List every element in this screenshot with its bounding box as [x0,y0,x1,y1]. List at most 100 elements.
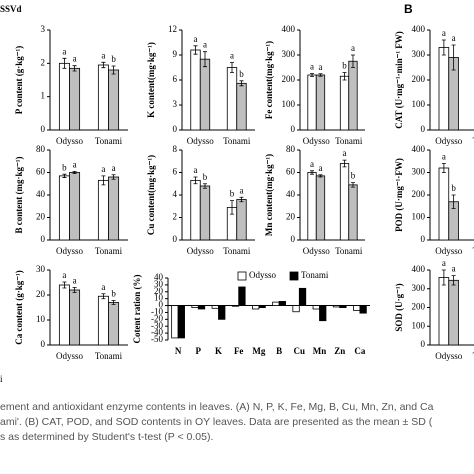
error-bar [342,159,347,168]
bar [298,287,307,306]
y-tick-label: 400 [412,144,426,154]
x-tick-label: Odysso [56,136,84,146]
error-bar [202,51,207,68]
bar [312,305,320,310]
error-bar [451,194,456,209]
y-axis-label: K content(mg·kg⁻¹) [146,42,156,118]
x-tick-label: Odysso [435,351,463,361]
y-tick-label: 20 [36,289,46,299]
bar [319,305,327,322]
bar [226,67,238,131]
x-tick-label: Odysso [435,136,463,146]
y-tick-label: 80 [36,144,46,154]
y-axis-label: Cu content(mg·kg⁻¹) [146,155,156,235]
x-tick-label: Tonami [473,246,474,256]
y-tick-label: 0 [173,234,178,244]
significance-letter: a [73,54,77,64]
bar [332,305,341,308]
error-bar [318,73,323,77]
y-tick-label: 20 [154,286,164,296]
significance-letter: a [452,264,456,274]
error-bar [451,44,456,71]
bar [278,301,286,306]
y-axis-label: Fe content(mg·kg⁻¹) [264,41,274,119]
significance-letter: a [318,62,322,72]
y-tick-label: 1 [41,91,46,101]
bar [197,305,206,310]
y-tick-label: 200 [412,302,426,312]
bar [58,284,70,346]
y-tick-label: 0 [41,339,46,349]
significance-letter: b [62,162,67,172]
y-tick-label: 0 [291,124,296,134]
significance-letter: b [342,61,347,71]
y-tick-label: 200 [412,74,426,84]
bar [438,277,450,346]
error-bar [239,196,244,203]
bar [97,295,109,346]
error-bar [202,183,207,189]
significance-letter: a [442,258,446,268]
y-tick-label: 80 [286,144,296,154]
significance-letter: a [194,165,198,175]
y-tick-label: 40 [286,189,296,199]
y-tick-label: 6 [173,167,178,177]
y-tick-label: 40 [36,189,46,199]
bar [252,305,260,310]
fragment: i [0,374,3,384]
significance-letter: b [203,172,208,182]
x-tick-label: Tonami [95,246,123,256]
y-tick-label: 100 [412,212,426,222]
y-tick-label: 6 [173,74,178,84]
error-bar [101,61,106,69]
bar [108,176,120,241]
y-tick-label: 0 [173,124,178,134]
bar [272,301,280,306]
caption-line: ement and antioxidant enzyme contents in… [0,401,434,413]
y-tick-label: 3 [173,99,178,109]
significance-letter: a [310,62,314,72]
y-axis-label: Ca content (g·kg⁻¹) [14,270,24,344]
y-tick-label: 0 [421,124,426,134]
legend-label: Odysso [249,270,277,280]
significance-letter: a [442,28,446,38]
error-bar [72,287,77,293]
bar [97,179,109,241]
significance-letter: b [111,289,116,299]
x-tick-label: Tonami [335,136,363,146]
bar [438,167,450,241]
bar [69,67,81,131]
y-tick-label: 200 [282,74,296,84]
y-tick-label: 2 [173,212,178,222]
x-tick-label: Tonami [473,136,474,146]
significance-letter: a [318,163,322,173]
significance-letter: a [112,163,116,173]
bar [339,163,350,241]
y-tick-label: 60 [36,167,46,177]
y-tick-label: 10 [36,314,46,324]
bar [190,49,201,131]
x-tick-label: Tonami [95,351,123,361]
legend-swatch [289,271,299,281]
bar [191,305,199,309]
legend-label: Tonami [301,270,329,280]
y-tick-label: 400 [412,24,426,34]
x-tick-label: Cu [294,346,306,356]
x-tick-label: Tonami [473,351,474,361]
x-tick-label: Odysso [303,246,331,256]
y-tick-label: 9 [173,49,178,59]
y-tick-label: 100 [282,99,296,109]
y-tick-label: 0 [421,339,426,349]
y-tick-label: 4 [173,189,178,199]
bar [315,175,326,241]
error-bar [350,182,355,188]
y-tick-label: 100 [412,99,426,109]
error-bar [72,65,77,72]
y-tick-label: 400 [412,264,426,274]
bar [348,184,358,241]
significance-letter: b [451,183,456,193]
bar [218,305,226,320]
y-tick-label: -40 [151,327,163,337]
significance-letter: b [111,54,116,64]
significance-letter: b [351,171,356,181]
